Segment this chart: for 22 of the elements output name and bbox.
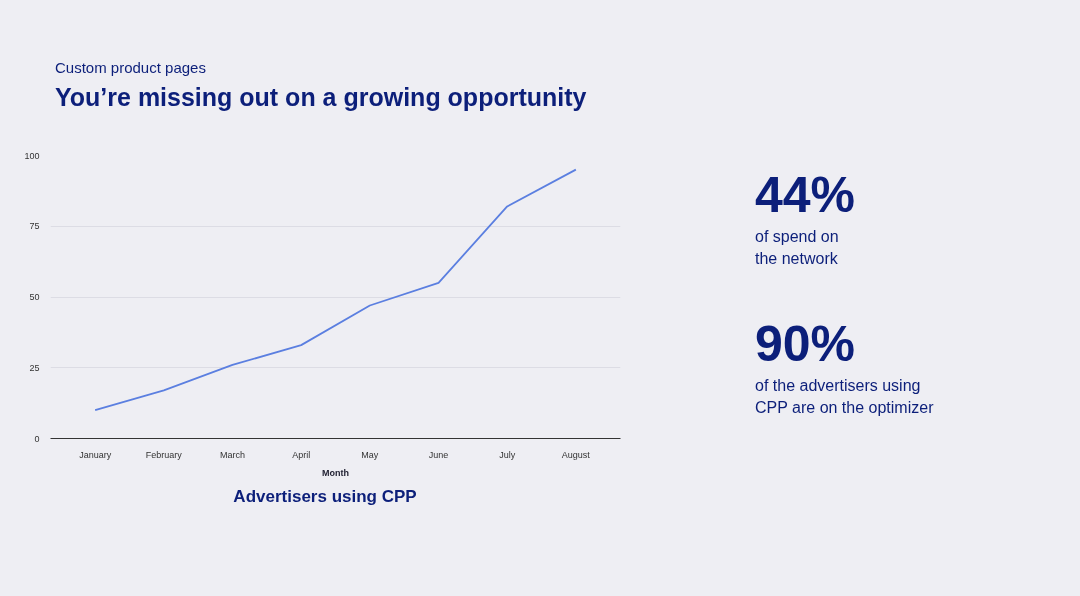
x-tick-label: August [561, 449, 591, 460]
x-axis-title: Month [322, 467, 350, 478]
y-tick-label: 0 [34, 433, 40, 444]
x-tick-label: May [361, 449, 379, 460]
chart-subtitle: Custom product pages [55, 58, 207, 78]
y-tick-label: 25 [29, 362, 40, 373]
x-tick-label: April [292, 449, 311, 460]
x-tick-label: January [79, 449, 112, 460]
text: of spend on the network [755, 227, 840, 269]
x-tick-label: June [428, 449, 449, 460]
text: of the advertisers using CPP are on the optimizer [755, 376, 934, 418]
text: 44% [755, 167, 857, 223]
text: Advertisers using CPP [232, 486, 418, 508]
x-tick-label: March [219, 449, 245, 460]
x-tick-label: February [145, 449, 183, 460]
line-series [94, 168, 577, 412]
y-tick-label: 50 [29, 292, 40, 302]
y-tick-label: 75 [29, 221, 40, 232]
x-tick-label: July [499, 449, 516, 460]
text: 90% [755, 316, 857, 373]
chart-title: You’re missing out on a growing opportunity [55, 82, 587, 114]
y-tick-label: 100 [24, 150, 40, 161]
